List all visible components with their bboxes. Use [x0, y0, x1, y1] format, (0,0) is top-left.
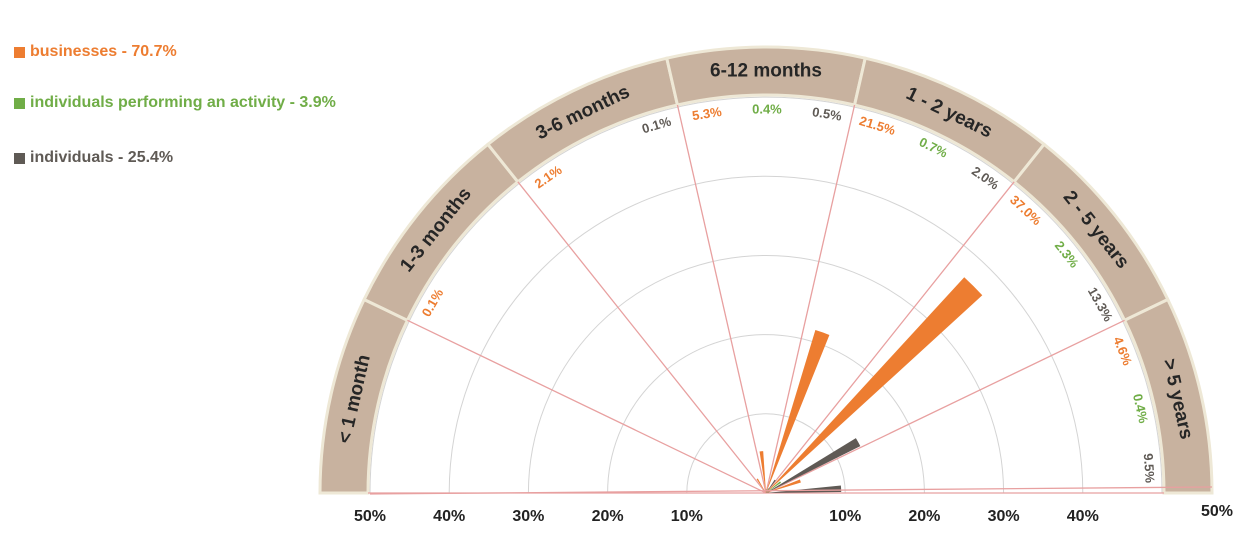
tick-label-left: 50% [354, 508, 386, 525]
sector-spoke [765, 319, 1125, 494]
bar-individuals [766, 438, 861, 493]
data-label-businesses: 5.3% [691, 104, 723, 123]
legend-label-individuals-activity: individuals performing an activity - 3.9… [30, 94, 336, 111]
sector-spoke [765, 104, 856, 494]
legend-swatch-individuals [14, 152, 25, 164]
legend-item-individuals: individuals - 25.4% [14, 148, 336, 168]
legend-item-businesses: businesses - 70.7% [14, 42, 336, 62]
data-label-individuals: 0.1% [640, 113, 673, 136]
bar-individuals [766, 479, 776, 493]
tick-label-left: 40% [433, 508, 465, 525]
bar-businesses [759, 451, 766, 493]
legend: businesses - 70.7% individuals performin… [14, 42, 336, 199]
data-label-individuals-activity: 0.4% [752, 101, 782, 116]
category-band-segment [1122, 297, 1214, 495]
legend-swatch-businesses [14, 46, 25, 58]
grid-ring [369, 96, 1163, 494]
category-label: 6-12 months [710, 61, 822, 82]
legend-label-individuals: individuals - 25.4% [30, 149, 174, 166]
bar-businesses [766, 277, 983, 493]
legend-label-businesses: businesses - 70.7% [30, 43, 177, 60]
tick-label-right: 30% [988, 508, 1020, 525]
tick-label-right: 10% [829, 508, 861, 525]
data-label-individuals: 9.5% [1141, 453, 1158, 484]
sector-spoke [676, 104, 767, 494]
tick-label-left: 20% [592, 508, 624, 525]
tick-label-left: 10% [671, 508, 703, 525]
bar-businesses [756, 478, 766, 493]
sector-spoke [765, 181, 1015, 494]
bar-individuals-activity [766, 492, 770, 493]
grid-ring [527, 254, 1005, 494]
data-label-individuals-activity: 0.4% [1130, 392, 1151, 425]
grid-ring [448, 175, 1084, 494]
sector-spoke [407, 319, 767, 494]
tick-label-right: 50% [1201, 503, 1233, 520]
bar-businesses [766, 479, 801, 493]
tick-label-right: 40% [1067, 508, 1099, 525]
grid-ring [607, 334, 925, 494]
legend-item-individuals-activity: individuals performing an activity - 3.9… [14, 93, 336, 113]
grid-ring [686, 413, 846, 494]
data-label-individuals: 0.5% [811, 104, 843, 124]
bar-businesses [766, 330, 830, 493]
sector-spoke [517, 181, 767, 494]
legend-swatch-individuals-activity [14, 97, 25, 109]
tick-label-right: 20% [908, 508, 940, 525]
baseline [369, 486, 1213, 495]
tick-label-left: 30% [512, 508, 544, 525]
